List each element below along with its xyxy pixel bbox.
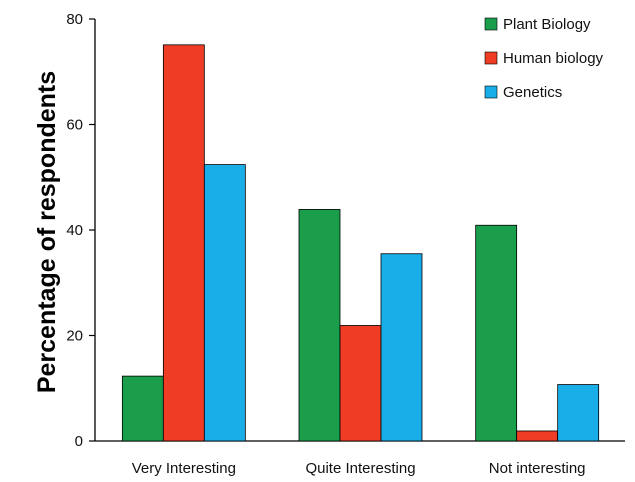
- legend-swatch: [484, 17, 498, 31]
- bar-plant-biology: [298, 209, 341, 442]
- y-tick-label: 80: [66, 11, 83, 28]
- x-category-label: Very Interesting: [132, 460, 236, 477]
- x-category-label: Quite Interesting: [305, 460, 415, 477]
- x-category-label: Not interesting: [489, 460, 586, 477]
- y-tick-label: 0: [75, 433, 83, 450]
- bar-genetics: [380, 253, 423, 442]
- legend-swatch: [484, 51, 498, 65]
- bar-genetics: [203, 164, 246, 442]
- bar-plant-biology: [121, 375, 164, 442]
- bar-genetics: [557, 384, 600, 442]
- y-tick-label: 20: [66, 328, 83, 345]
- bars: [121, 44, 600, 442]
- legend-label: Genetics: [503, 84, 562, 101]
- bar-human-biology: [339, 325, 382, 442]
- category-labels: Very Interesting Quite Interesting Not int…: [132, 460, 586, 477]
- legend-label: Plant Biology: [503, 16, 591, 33]
- legend-swatch: [484, 85, 498, 99]
- bar-plant-biology: [475, 224, 518, 442]
- bar-human-biology: [516, 430, 559, 442]
- legend-label: Human biology: [503, 50, 604, 67]
- y-axis-title: Percentage of respondents: [33, 71, 61, 393]
- y-tick-label: 40: [66, 222, 83, 239]
- legend: Plant Biology Human biology Genetics: [484, 16, 604, 101]
- bar-human-biology: [162, 44, 205, 442]
- y-tick-label: 60: [66, 117, 83, 134]
